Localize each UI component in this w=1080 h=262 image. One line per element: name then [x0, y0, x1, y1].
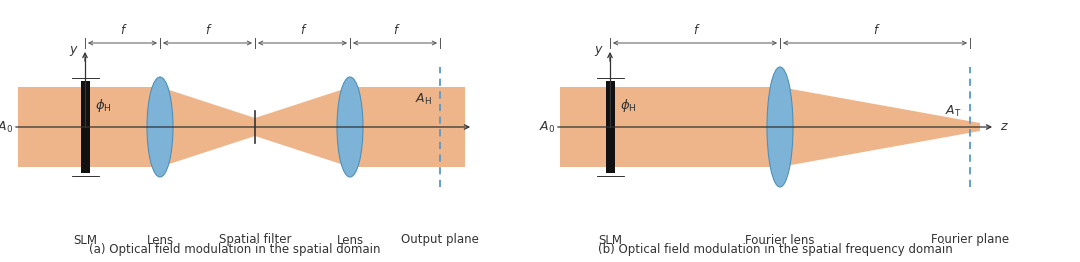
Text: $A_0$: $A_0$ [0, 119, 13, 135]
Text: $A_{\rm H}$: $A_{\rm H}$ [415, 91, 432, 107]
Ellipse shape [337, 77, 363, 177]
Text: Fourier plane: Fourier plane [931, 233, 1009, 247]
Polygon shape [160, 87, 255, 167]
Text: $A_0$: $A_0$ [539, 119, 555, 135]
Bar [606, 81, 615, 173]
Text: Output plane: Output plane [401, 233, 478, 247]
Ellipse shape [147, 77, 173, 177]
Text: f: f [693, 24, 697, 37]
Text: f: f [393, 24, 397, 37]
Ellipse shape [767, 67, 793, 187]
Polygon shape [350, 87, 465, 167]
Text: z: z [1000, 121, 1007, 134]
Text: $\phi_{\rm H}$: $\phi_{\rm H}$ [620, 96, 637, 113]
Bar [81, 81, 90, 173]
Text: Lens: Lens [337, 233, 364, 247]
Text: (a) Optical field modulation in the spatial domain: (a) Optical field modulation in the spat… [90, 243, 381, 256]
Text: y: y [595, 42, 602, 56]
Text: Lens: Lens [147, 233, 174, 247]
Polygon shape [561, 87, 780, 167]
Text: SLM: SLM [598, 233, 622, 247]
Polygon shape [780, 87, 980, 167]
Text: f: f [873, 24, 877, 37]
Text: Spatial filter: Spatial filter [219, 233, 292, 247]
Text: SLM: SLM [73, 233, 97, 247]
Text: y: y [69, 42, 77, 56]
Text: $A_{\rm T}$: $A_{\rm T}$ [945, 103, 962, 118]
Text: f: f [205, 24, 210, 37]
Text: $\phi_{\rm H}$: $\phi_{\rm H}$ [95, 96, 111, 113]
Polygon shape [18, 87, 160, 167]
Polygon shape [255, 87, 350, 167]
Text: f: f [121, 24, 124, 37]
Text: (b) Optical field modulation in the spatial frequency domain: (b) Optical field modulation in the spat… [597, 243, 953, 256]
Text: Fourier lens: Fourier lens [745, 233, 814, 247]
Text: f: f [300, 24, 305, 37]
